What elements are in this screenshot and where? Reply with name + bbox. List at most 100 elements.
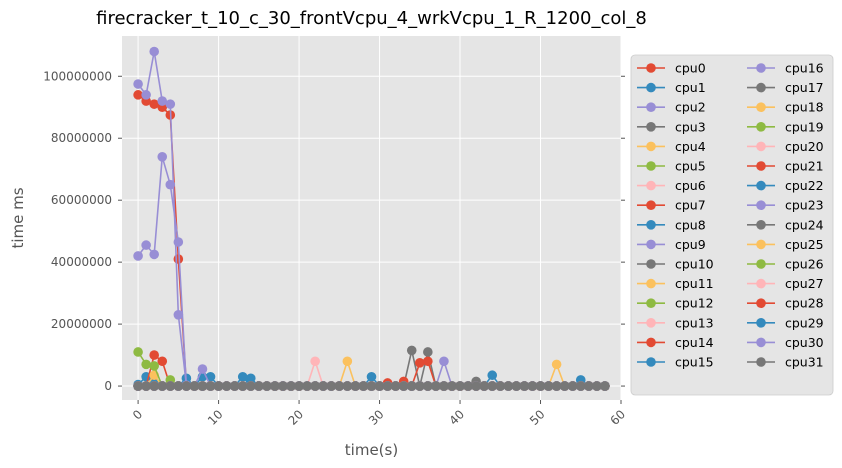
data-point [157, 381, 168, 391]
data-point [398, 381, 409, 391]
legend-label: cpu17 [785, 80, 824, 95]
legend-label: cpu29 [785, 315, 824, 330]
legend-item-cpu31: cpu31 [747, 355, 824, 370]
legend-label: cpu12 [675, 296, 714, 311]
legend-label: cpu18 [785, 100, 824, 115]
data-point [286, 381, 296, 391]
data-point [551, 381, 562, 391]
data-point [149, 99, 159, 109]
data-point [205, 381, 216, 391]
legend-label: cpu7 [675, 198, 706, 213]
legend-swatch-marker [646, 180, 656, 191]
legend-swatch-marker [756, 337, 766, 348]
data-point [511, 381, 522, 391]
y-tick-label: 20000000 [51, 317, 112, 331]
data-point [535, 381, 546, 391]
legend-item-cpu8: cpu8 [637, 217, 706, 232]
data-point [221, 381, 232, 391]
legend-label: cpu11 [675, 276, 714, 291]
legend-label: cpu22 [785, 178, 824, 193]
legend-swatch-marker [756, 278, 766, 289]
data-point [439, 356, 449, 367]
data-point [245, 381, 256, 391]
data-point [326, 381, 337, 391]
legend-label: cpu20 [785, 139, 824, 154]
data-point [197, 364, 208, 374]
legend-label: cpu15 [675, 355, 714, 370]
data-point [149, 350, 159, 360]
data-point [302, 381, 312, 391]
data-point [173, 381, 184, 391]
legend-item-cpu3: cpu3 [637, 119, 706, 134]
y-tick-label: 80000000 [51, 131, 112, 145]
legend-swatch-marker [646, 63, 656, 73]
legend-swatch-marker [756, 200, 766, 210]
x-tick-label: 0 [130, 407, 145, 422]
legend-item-cpu14: cpu14 [637, 335, 714, 350]
legend-item-cpu10: cpu10 [637, 257, 714, 272]
legend-swatch-marker [646, 102, 656, 112]
legend-item-cpu9: cpu9 [637, 237, 706, 252]
legend-item-cpu2: cpu2 [637, 100, 706, 115]
legend-swatch-marker [646, 161, 656, 171]
data-point [254, 381, 264, 391]
data-point [165, 381, 176, 391]
data-point [149, 249, 159, 260]
legend-label: cpu10 [675, 257, 714, 272]
legend-box [630, 54, 834, 396]
data-point [431, 381, 441, 391]
legend-swatch-marker [756, 259, 766, 269]
data-point [149, 46, 159, 57]
legend-swatch-marker [756, 141, 766, 152]
data-point [342, 381, 353, 391]
legend-item-cpu20: cpu20 [747, 139, 824, 154]
data-point [213, 381, 224, 391]
legend-label: cpu28 [785, 296, 824, 311]
legend-label: cpu13 [675, 315, 714, 330]
data-point [141, 240, 151, 250]
legend-label: cpu24 [785, 217, 824, 232]
x-tick-label: 40 [446, 407, 467, 428]
legend-item-cpu24: cpu24 [747, 217, 824, 232]
data-point [374, 381, 385, 391]
data-point [165, 99, 176, 109]
legend-label: cpu5 [675, 159, 706, 174]
data-point [382, 381, 393, 391]
data-point [479, 381, 489, 391]
legend-item-cpu22: cpu22 [747, 178, 824, 193]
data-point [262, 381, 272, 391]
data-point [173, 310, 184, 320]
legend-item-cpu6: cpu6 [637, 178, 706, 193]
data-point [592, 381, 602, 391]
legend-swatch-marker [646, 278, 656, 289]
data-point [350, 381, 361, 391]
legend-label: cpu27 [785, 276, 824, 291]
data-point [133, 381, 143, 391]
data-point [165, 179, 176, 190]
legend-swatch-marker [756, 357, 766, 367]
data-point [133, 79, 143, 89]
data-point [575, 381, 586, 391]
legend-item-cpu27: cpu27 [747, 276, 824, 291]
data-point [310, 381, 320, 391]
legend-swatch-marker [646, 141, 656, 152]
data-point [390, 381, 401, 391]
legend-swatch-marker [646, 122, 656, 132]
data-point [237, 381, 248, 391]
legend-swatch-marker [756, 122, 766, 132]
data-point [358, 381, 369, 391]
legend-item-cpu12: cpu12 [637, 296, 714, 311]
legend-item-cpu17: cpu17 [747, 80, 824, 95]
legend-swatch-marker [756, 63, 766, 73]
data-point [600, 381, 610, 391]
legend-swatch-marker [646, 82, 656, 93]
x-tick-label: 60 [607, 407, 628, 428]
legend-swatch-marker [646, 337, 656, 348]
series-layer [133, 46, 610, 391]
plot-background [122, 36, 621, 400]
data-point [551, 359, 562, 370]
legend: cpu0 cpu1 cpu2 cpu3 cpu4 cpu5 cpu6 cpu7 cpu8 cpu9… [630, 54, 834, 396]
data-point [439, 381, 449, 391]
data-point [366, 371, 377, 382]
y-tick-label: 40000000 [51, 255, 112, 269]
